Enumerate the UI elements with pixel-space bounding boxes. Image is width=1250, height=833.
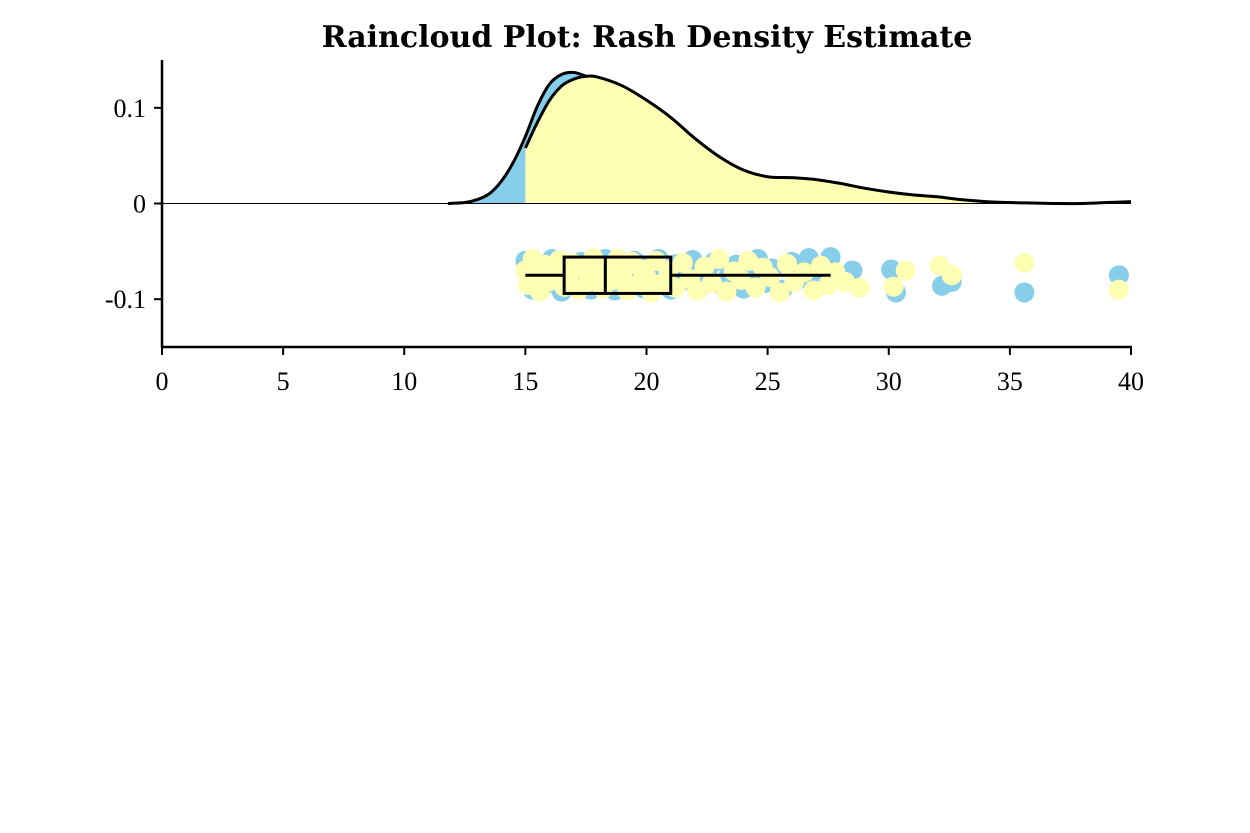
density-outline-blue (447, 70, 587, 205)
rain-point-yellow (883, 276, 904, 297)
rain-point-yellow (941, 265, 962, 286)
x-tick-label: 15 (512, 367, 538, 396)
rain-point-blue (881, 259, 902, 280)
box-iqr (562, 255, 673, 295)
ticks-layer: 0 5 10 15 20 25 30 35 40 0.1 0 -0.1 (105, 94, 1144, 396)
x-tick-label: 25 (755, 367, 781, 396)
x-tick-label: 30 (876, 367, 902, 396)
rain-point-blue (1014, 282, 1035, 303)
y-tick-label: -0.1 (105, 285, 146, 314)
rain-point-yellow (701, 272, 722, 293)
x-tick-label: 10 (391, 367, 417, 396)
x-tick-label: 0 (156, 367, 169, 396)
rain-point-yellow (716, 281, 737, 302)
density-fill-yellow (525, 76, 1131, 204)
density-outline-yellow (524, 74, 1132, 206)
rain-point-yellow (745, 277, 766, 298)
chart-title: Raincloud Plot: Rash Density Estimate (322, 20, 973, 55)
y-tick-label: 0 (133, 190, 146, 219)
density-layer (447, 70, 1132, 206)
y-tick-label: 0.1 (114, 94, 147, 123)
rain-point-yellow (769, 282, 790, 303)
rain-point-blue (1108, 265, 1129, 286)
x-tick-label: 5 (277, 367, 290, 396)
x-tick-label: 40 (1118, 367, 1144, 396)
rain-point-yellow (1014, 252, 1035, 273)
x-tick-label: 35 (997, 367, 1023, 396)
rain-point-yellow (1108, 279, 1129, 300)
rain-point-yellow (709, 248, 730, 269)
rain-point-yellow (777, 253, 798, 274)
rain-point-yellow (760, 267, 781, 288)
rain-point-yellow (793, 262, 814, 283)
rain-point-yellow (672, 252, 693, 273)
rain-point-yellow (849, 277, 870, 298)
rain-point-yellow (895, 260, 916, 281)
boxplot-layer (525, 255, 831, 295)
x-tick-label: 20 (634, 367, 660, 396)
